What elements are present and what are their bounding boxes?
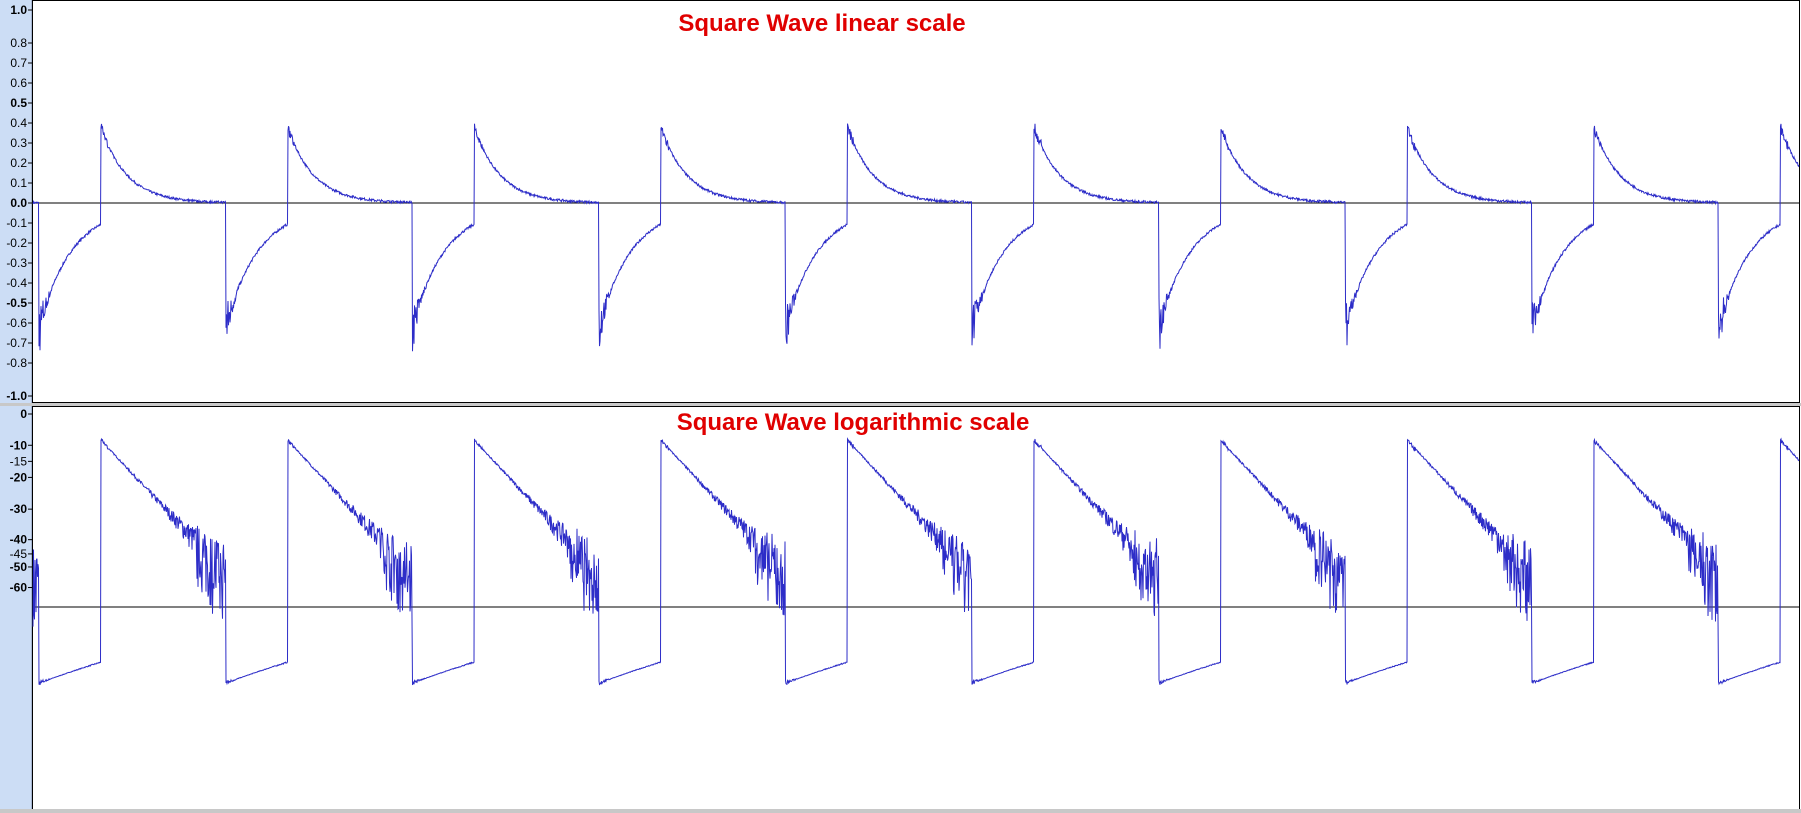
log-y-tick-label: -50 xyxy=(10,560,28,574)
linear-y-tick-label: 1.0 xyxy=(10,3,27,17)
linear-y-axis: 1.0 0.8 0.7 0.6 0.5 0.4 0.3 0.2 0.1 0.0 -0.1 -0.2 -0… xyxy=(6,3,32,403)
log-y-tick-label: -60 xyxy=(10,581,28,595)
log-y-tick-label: -10 xyxy=(10,438,28,452)
linear-y-tick-label: 0.0 xyxy=(10,196,27,210)
linear-y-tick-label: -0.3 xyxy=(6,256,27,270)
linear-panel: 1.0 0.8 0.7 0.6 0.5 0.4 0.3 0.2 0.1 0.0 -0.1 -0.2 -0… xyxy=(0,0,1800,403)
linear-y-tick-label: 0.4 xyxy=(10,116,27,130)
log-y-tick-label: -45 xyxy=(10,547,28,561)
linear-y-tick-label: -0.1 xyxy=(6,216,27,230)
log-panel: 0 -10 -15 -20 -30 -40-45-50 -60 Square Wave lo… xyxy=(0,406,1800,813)
log-vruler[interactable] xyxy=(0,406,32,813)
log-plot-frame xyxy=(32,406,1800,811)
linear-y-tick-label: 0.3 xyxy=(10,136,27,150)
linear-y-tick-label: 0.7 xyxy=(10,56,27,70)
linear-y-tick-label: -0.8 xyxy=(6,356,27,370)
linear-y-tick-label: 0.6 xyxy=(10,76,27,90)
linear-series-line xyxy=(32,123,1800,352)
log-series-line xyxy=(32,437,1800,686)
linear-plot-frame xyxy=(32,0,1800,403)
log-y-axis: 0 -10 -15 -20 -30 -40-45-50 -60 xyxy=(10,407,32,595)
log-y-tick-label: -40 xyxy=(10,533,28,547)
panel-separator[interactable] xyxy=(0,403,1801,406)
linear-y-tick-label: 0.5 xyxy=(10,96,27,110)
log-y-tick-label: -15 xyxy=(10,454,28,468)
linear-y-tick-label: -1.0 xyxy=(6,389,27,403)
linear-y-tick-label: 0.2 xyxy=(10,156,27,170)
log-y-tick-label: -30 xyxy=(10,502,28,516)
linear-y-tick-label: -0.5 xyxy=(6,296,27,310)
linear-vruler[interactable] xyxy=(0,0,32,403)
linear-y-tick-label: 0.8 xyxy=(10,36,27,50)
log-chart-title: Square Wave logarithmic scale xyxy=(677,409,1030,436)
linear-y-tick-label: -0.4 xyxy=(6,276,27,290)
linear-y-tick-label: -0.6 xyxy=(6,316,27,330)
linear-y-tick-label: -0.2 xyxy=(6,236,27,250)
linear-y-tick-label: -0.7 xyxy=(6,336,27,350)
bottom-scroll-edge xyxy=(0,809,1801,813)
log-y-tick-label: 0 xyxy=(20,407,27,421)
linear-y-tick-label: 0.1 xyxy=(10,176,27,190)
log-y-tick-label: -20 xyxy=(10,470,28,484)
linear-chart-title: Square Wave linear scale xyxy=(678,10,965,37)
